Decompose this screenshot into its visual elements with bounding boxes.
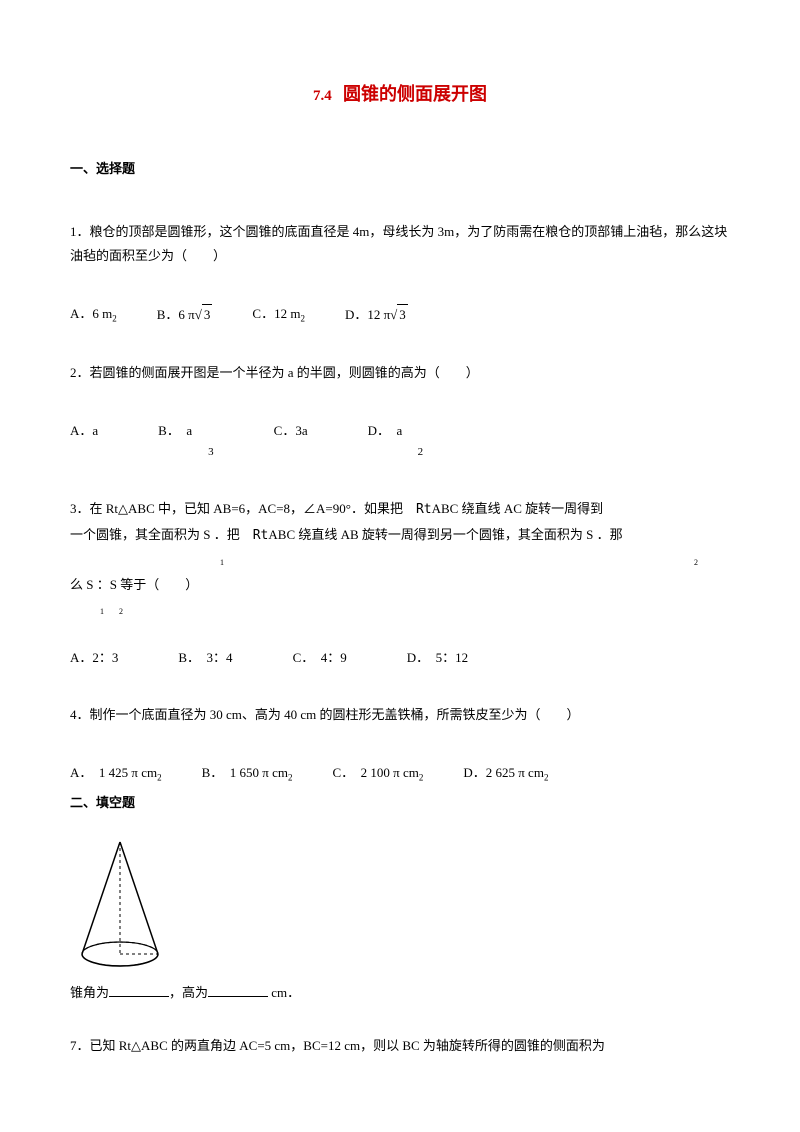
q2-option-b: B． a 3 (158, 421, 214, 463)
q3-options: A．2：3 B． 3：4 C． 4：9 D． 5：12 (70, 648, 730, 669)
q4-option-d: D．2 625 π cm2 (463, 763, 548, 785)
question-7: 7．已知 Rt△ABC 的两直角边 AC=5 cm，BC=12 cm，则以 BC… (70, 1034, 730, 1059)
q1-option-a: A．6 m2 (70, 304, 117, 326)
q4-option-b: B． 1 650 π cm2 (202, 763, 293, 785)
q2-option-c: C．3a (274, 421, 308, 463)
q3-option-d: D． 5：12 (407, 648, 468, 669)
q1-option-c: C．12 m2 (252, 304, 305, 326)
q2-option-a: A．a (70, 421, 98, 463)
q4-option-a: A． 1 425 π cm2 (70, 763, 162, 785)
q1-option-d: D．12 π√3 (345, 304, 408, 326)
question-3: 3．在 Rt△ABC 中，已知 AB=6，AC=8，∠A=90°．如果把 RtA… (70, 497, 730, 622)
q4-option-c: C． 2 100 π cm2 (332, 763, 423, 785)
page-title: 7.4 圆锥的侧面展开图 (70, 80, 730, 109)
q2-option-d: D． a 2 (368, 421, 424, 463)
q3-option-a: A．2：3 (70, 648, 118, 669)
question-2: 2．若圆锥的侧面展开图是一个半径为 a 的半圆，则圆锥的高为（ ） (70, 361, 730, 386)
blank-field (109, 981, 169, 997)
title-number: 7.4 (313, 88, 332, 104)
question-6-partial: 锥角为，高为 cm． (70, 981, 730, 1004)
q3-option-b: B． 3：4 (178, 648, 232, 669)
q3-option-c: C． 4：9 (293, 648, 347, 669)
blank-field (208, 981, 268, 997)
question-1: 1．粮仓的顶部是圆锥形，这个圆锥的底面直径是 4m，母线长为 3m，为了防雨需在… (70, 220, 730, 269)
section-1-header: 一、选择题 (70, 159, 730, 180)
q1-option-b: B．6 π√3 (157, 304, 213, 326)
q1-options: A．6 m2 B．6 π√3 C．12 m2 D．12 π√3 (70, 304, 730, 326)
cone-diagram (70, 834, 730, 976)
rt-icon: Rt (416, 502, 432, 517)
q4-options: A． 1 425 π cm2 B． 1 650 π cm2 C． 2 100 π… (70, 763, 730, 785)
q2-options: A．a B． a 3 C．3a D． a 2 (70, 421, 730, 463)
title-text: 圆锥的侧面展开图 (343, 84, 487, 104)
cone-icon (70, 834, 170, 969)
question-4: 4．制作一个底面直径为 30 cm、高为 40 cm 的圆柱形无盖铁桶，所需铁皮… (70, 703, 730, 728)
section-2-header: 二、填空题 (70, 793, 730, 814)
rt-icon: Rt (253, 528, 269, 543)
